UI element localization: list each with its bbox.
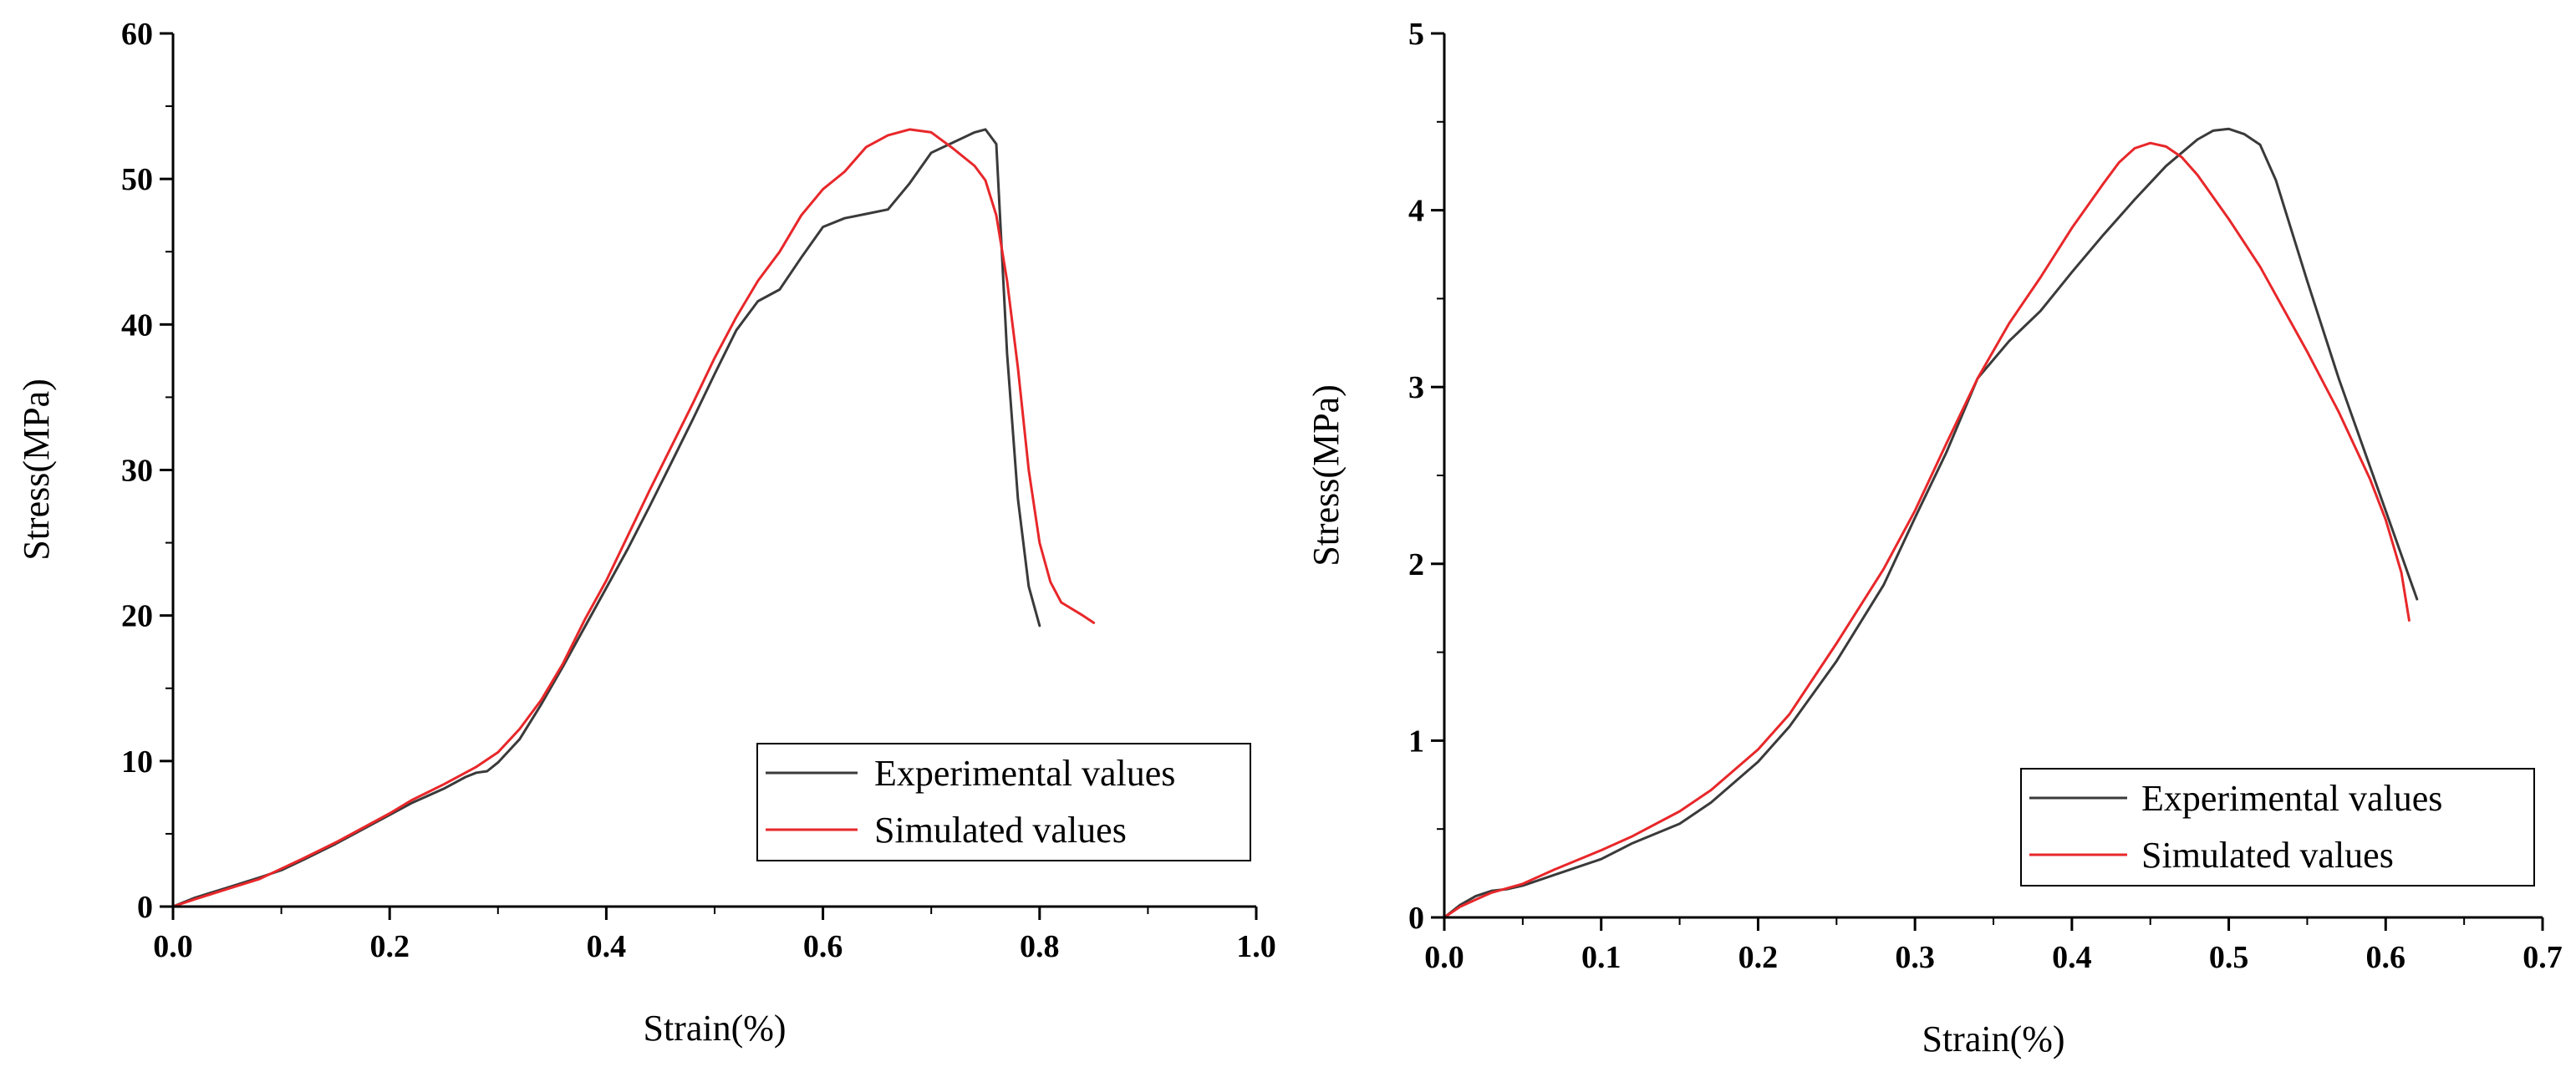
chart-left-legend-label-experimental: Experimental values <box>874 753 1175 794</box>
chart-right-y-tick-label: 0 <box>1408 901 1424 936</box>
chart-right-y-tick-label: 2 <box>1408 547 1424 582</box>
chart-left-legend: Experimental values Simulated values <box>756 743 1251 861</box>
chart-right-ticks: 0.0 0.1 0.2 0.3 0.4 0.5 0.6 0.7 0 1 2 3 4 5 <box>1408 17 2563 975</box>
chart-right-x-tick-label: 0.7 <box>2523 940 2563 975</box>
chart-left-ticks: 0.0 0.2 0.4 0.6 0.8 1.0 0 10 20 30 40 50 60 <box>121 17 1276 964</box>
chart-right-y-tick-label: 3 <box>1408 370 1424 405</box>
chart-right-x-tick-label: 0.4 <box>2052 940 2092 975</box>
chart-right-x-tick-label: 0.1 <box>1581 940 1621 975</box>
chart-left-x-tick-label: 0.4 <box>587 929 627 964</box>
chart-left-x-tick-label: 0.2 <box>369 929 410 964</box>
chart-right-legend-label-experimental: Experimental values <box>2141 778 2442 819</box>
chart-left-y-tick-label: 60 <box>121 17 153 52</box>
chart-left-legend-label-simulated: Simulated values <box>874 810 1127 851</box>
chart-left-x-tick-label: 0.0 <box>153 929 193 964</box>
chart-left-y-axis-title: Stress(MPa) <box>16 379 57 561</box>
chart-left-x-tick-label: 0.8 <box>1020 929 1060 964</box>
chart-left-x-tick-label: 1.0 <box>1236 929 1276 964</box>
chart-right-x-tick-label: 0.5 <box>2209 940 2249 975</box>
chart-right-series-simulated-line <box>1443 141 2411 919</box>
chart-left-legend-box <box>756 743 1251 861</box>
chart-left-y-tick-label: 20 <box>121 599 153 634</box>
chart-right: 0.0 0.1 0.2 0.3 0.4 0.5 0.6 0.7 0 1 2 3 4 5 Strain(%)… <box>1306 17 2563 1059</box>
chart-right-legend-label-simulated: Simulated values <box>2141 835 2394 876</box>
chart-right-y-tick-label: 5 <box>1408 17 1424 52</box>
chart-left-x-axis-title: Strain(%) <box>643 1008 786 1049</box>
chart-right-x-tick-label: 0.3 <box>1895 940 1935 975</box>
chart-left-y-tick-label: 0 <box>137 890 153 925</box>
chart-right-x-tick-label: 0.2 <box>1739 940 1779 975</box>
chart-right-series-layer <box>1443 127 2419 919</box>
chart-right-x-axis-title: Strain(%) <box>1922 1019 2064 1059</box>
chart-right-x-tick-label: 0.6 <box>2366 940 2406 975</box>
chart-right-x-tick-label: 0.0 <box>1424 940 1464 975</box>
chart-left-y-tick-label: 10 <box>121 744 153 780</box>
chart-left-series-simulated-line <box>171 128 1096 908</box>
chart-right-y-tick-label: 1 <box>1408 724 1424 759</box>
chart-right-y-axis-title: Stress(MPa) <box>1306 384 1347 566</box>
chart-left-y-tick-label: 50 <box>121 162 153 197</box>
chart-right-legend-box <box>2020 768 2535 887</box>
chart-right-y-tick-label: 4 <box>1408 194 1424 229</box>
chart-left: 0.0 0.2 0.4 0.6 0.8 1.0 0 10 20 30 40 50 60 Strain(%… <box>16 17 1276 1049</box>
chart-left-y-tick-label: 40 <box>121 307 153 343</box>
chart-left-y-tick-label: 30 <box>121 454 153 489</box>
chart-right-legend: Experimental values Simulated values <box>2020 768 2535 887</box>
chart-left-x-tick-label: 0.6 <box>803 929 843 964</box>
chart-left-series-layer <box>171 128 1096 908</box>
chart-right-series-experimental-line <box>1443 127 2419 919</box>
